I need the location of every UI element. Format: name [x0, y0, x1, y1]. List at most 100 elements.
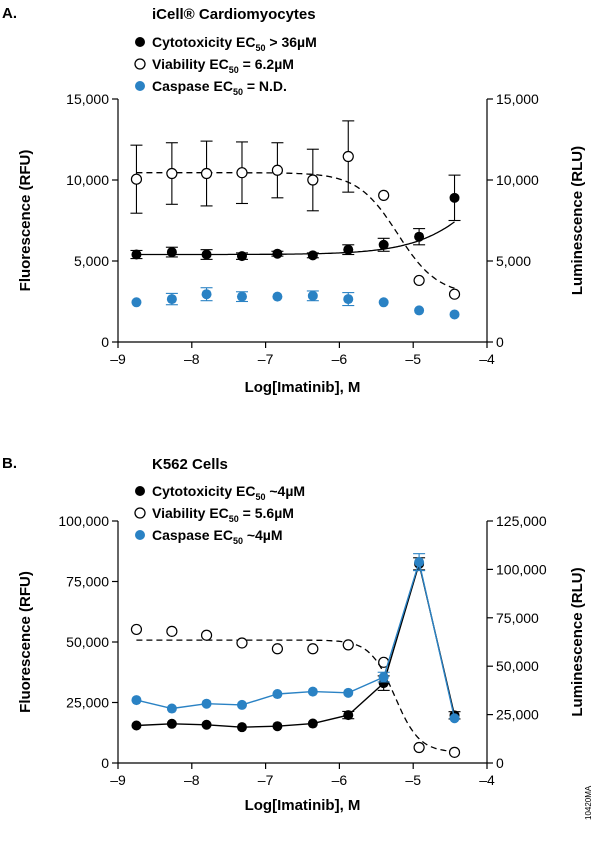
fit-curve [136, 639, 455, 753]
y-left-axis-title: Fluorescence (RFU) [17, 571, 34, 713]
series-line [136, 561, 456, 728]
y-right-tick-label: 75,000 [496, 610, 539, 626]
y-left-tick-label: 100,000 [58, 513, 109, 529]
x-tick-label: –5 [405, 772, 421, 788]
y-left-axis-title: Fluorescence (RFU) [17, 150, 34, 292]
legend-item: Cytotoxicity EC50 ~4µM [135, 483, 305, 502]
data-point [307, 290, 318, 301]
data-point [448, 288, 461, 300]
data-point [166, 167, 178, 180]
y-right-axis-title: Luminescence (RLU) [569, 146, 586, 295]
x-tick-label: –6 [332, 772, 348, 788]
data-point [272, 721, 283, 732]
data-point [449, 309, 460, 320]
y-left-tick-label: 75,000 [66, 574, 109, 590]
data-point [307, 686, 318, 697]
x-tick-label: –6 [332, 351, 348, 367]
data-point [342, 150, 354, 163]
series-1 [130, 120, 461, 300]
data-point [343, 244, 354, 255]
data-point [413, 741, 425, 754]
y-right-axis-title: Luminescence (RLU) [569, 567, 586, 716]
x-tick-label: –4 [479, 772, 495, 788]
y-right-tick-label: 0 [496, 755, 504, 771]
data-point [236, 167, 248, 179]
x-tick-label: –8 [184, 772, 200, 788]
legend-item: Cytotoxicity EC50 > 36µM [135, 34, 317, 53]
data-point [201, 249, 212, 260]
legend-item: Caspase EC50 ~4µM [135, 527, 283, 546]
x-tick-label: –4 [479, 351, 495, 367]
legend-label: Viability EC50 = 5.6µM [152, 505, 294, 524]
data-point [236, 699, 247, 710]
data-point [449, 192, 460, 203]
data-point [166, 718, 177, 729]
y-right-tick-label: 15,000 [496, 91, 539, 107]
chart-panel-a: A. iCell® Cardiomyocytes Cytotoxicity EC50… [2, 5, 586, 396]
x-tick-label: –7 [258, 772, 274, 788]
chart-panel-b: B. K562 Cells Cytotoxicity EC50 ~4µM Viabil… [2, 455, 586, 814]
legend-label: Viability EC50 = 6.2µM [152, 56, 294, 75]
y-left-tick-label: 25,000 [66, 695, 109, 711]
x-axis-title: Log[Imatinib], M [245, 379, 361, 396]
legend-marker [135, 81, 145, 91]
data-point [271, 643, 284, 655]
x-tick-label: –5 [405, 351, 421, 367]
data-point [131, 249, 142, 260]
data-point [307, 718, 318, 729]
data-point [378, 297, 389, 308]
y-right-tick-label: 125,000 [496, 513, 547, 529]
data-point [131, 297, 142, 308]
y-right-tick-label: 25,000 [496, 707, 539, 723]
legend: Cytotoxicity EC50 ~4µM Viability EC50 = 5… [134, 483, 305, 546]
y-right-tick-label: 100,000 [496, 561, 547, 577]
y-right-tick-label: 10,000 [496, 172, 539, 188]
chart-title: iCell® Cardiomyocytes [152, 6, 316, 23]
data-point [130, 173, 143, 185]
y-left-tick-label: 50,000 [66, 634, 109, 650]
data-point [166, 703, 177, 714]
data-point [342, 639, 354, 651]
axes [117, 99, 488, 343]
data-point [272, 248, 283, 259]
series-0 [130, 174, 461, 262]
data-point [343, 294, 354, 305]
data-point [343, 687, 354, 698]
panel-label: A. [2, 5, 17, 22]
fit-curve [136, 221, 455, 256]
data-point [130, 623, 143, 636]
y-right-tick-label: 5,000 [496, 253, 531, 269]
y-left-tick-label: 0 [101, 334, 109, 350]
data-point [307, 643, 319, 655]
y-right-tick-label: 50,000 [496, 658, 539, 674]
legend-marker [135, 530, 145, 540]
data-point [307, 174, 319, 186]
y-left-tick-label: 5,000 [74, 253, 109, 269]
legend-label: Cytotoxicity EC50 ~4µM [152, 483, 305, 502]
legend-item: Caspase EC50 = N.D. [135, 78, 287, 97]
y-left-tick-label: 0 [101, 755, 109, 771]
figure-code-label: 10420MA [584, 785, 593, 820]
legend-label: Cytotoxicity EC50 > 36µM [152, 34, 317, 53]
x-tick-label: –9 [110, 772, 126, 788]
data-point [307, 250, 318, 261]
data-point [343, 710, 354, 721]
x-axis-title: Log[Imatinib], M [245, 797, 361, 814]
y-left-tick-label: 15,000 [66, 91, 109, 107]
data-point [201, 719, 212, 730]
data-point [200, 167, 213, 180]
legend-marker [135, 37, 145, 47]
data-point [272, 689, 283, 700]
data-point [131, 695, 142, 706]
series-2 [131, 553, 460, 724]
data-point [378, 239, 389, 250]
data-point [166, 625, 178, 637]
series-line [136, 559, 456, 719]
y-left-tick-label: 10,000 [66, 172, 109, 188]
x-tick-label: –7 [258, 351, 274, 367]
data-point [166, 247, 177, 258]
data-point [378, 189, 390, 201]
data-point [236, 637, 248, 649]
fit-curve [136, 172, 455, 289]
